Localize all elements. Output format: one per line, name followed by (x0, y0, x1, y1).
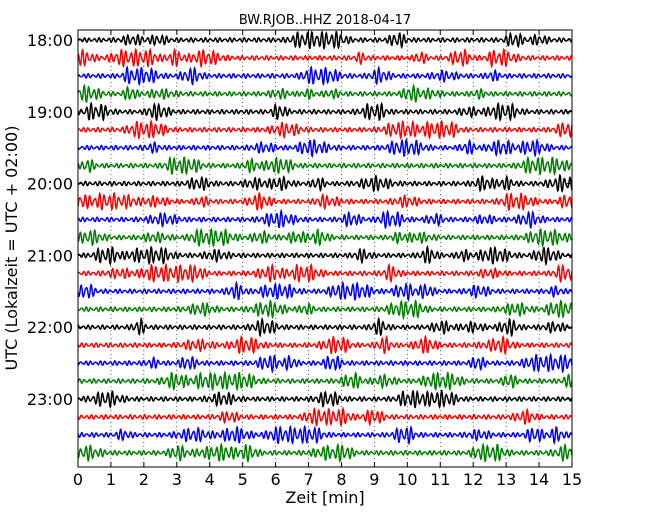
x-tick-label: 10 (397, 470, 417, 489)
trace-2030 (77, 208, 573, 230)
trace-2300 (78, 389, 573, 410)
x-tick-label: 2 (139, 470, 149, 489)
trace-2230 (77, 352, 573, 374)
trace-2000 (77, 174, 573, 194)
x-tick-label: 13 (496, 470, 516, 489)
trace-2115 (78, 262, 573, 285)
trace-1815 (77, 47, 573, 69)
y-tick-label: 21:00 (27, 246, 73, 265)
x-tick-label: 4 (205, 470, 215, 489)
trace-layer (77, 30, 573, 464)
y-axis-label: UTC (Lokalzeit = UTC + 02:00) (2, 126, 21, 371)
trace-2145 (77, 299, 573, 321)
x-tick-label: 8 (336, 470, 346, 489)
y-tick-label: 23:00 (27, 390, 73, 409)
y-tick-label: 18:00 (27, 31, 73, 50)
grid (110, 30, 540, 467)
trace-2330 (77, 424, 573, 446)
x-tick-label: 9 (369, 470, 379, 489)
trace-2045 (77, 227, 573, 249)
x-tick-label: 12 (463, 470, 483, 489)
y-tick-label: 19:00 (27, 103, 73, 122)
trace-1945 (77, 155, 573, 176)
y-tick-label: 20:00 (27, 175, 73, 194)
trace-2315 (77, 406, 573, 427)
x-tick-label: 0 (73, 470, 83, 489)
trace-2200 (77, 316, 573, 338)
trace-2100 (77, 244, 573, 267)
x-tick-label: 3 (172, 470, 182, 489)
trace-2215 (77, 334, 573, 356)
x-tick-label: 6 (271, 470, 281, 489)
x-tick-label: 14 (529, 470, 549, 489)
plot-frame (77, 29, 573, 468)
x-axis-ticks: 0 1 2 3 4 5 6 7 8 9 10 11 12 13 14 15 (73, 30, 582, 489)
trace-2015 (77, 191, 573, 212)
trace-2245 (77, 370, 573, 392)
trace-1915 (78, 118, 573, 141)
x-tick-label: 11 (430, 470, 450, 489)
y-tick-label: 22:00 (27, 318, 73, 337)
trace-2130 (77, 280, 573, 302)
trace-1845 (77, 83, 573, 103)
chart-title: BW.RJOB..HHZ 2018-04-17 (239, 13, 411, 28)
trace-1900 (77, 101, 573, 123)
x-tick-label: 1 (106, 470, 116, 489)
trace-1830 (77, 64, 573, 87)
trace-2345 (77, 442, 573, 464)
trace-1800 (77, 30, 573, 51)
y-axis-ticks: 18:00 19:00 20:00 21:00 22:00 23:00 (27, 31, 572, 409)
x-tick-label: 15 (562, 470, 582, 489)
trace-1930 (77, 137, 573, 159)
x-axis-label: Zeit [min] (285, 488, 364, 507)
x-tick-label: 5 (238, 470, 248, 489)
x-tick-label: 7 (303, 470, 313, 489)
